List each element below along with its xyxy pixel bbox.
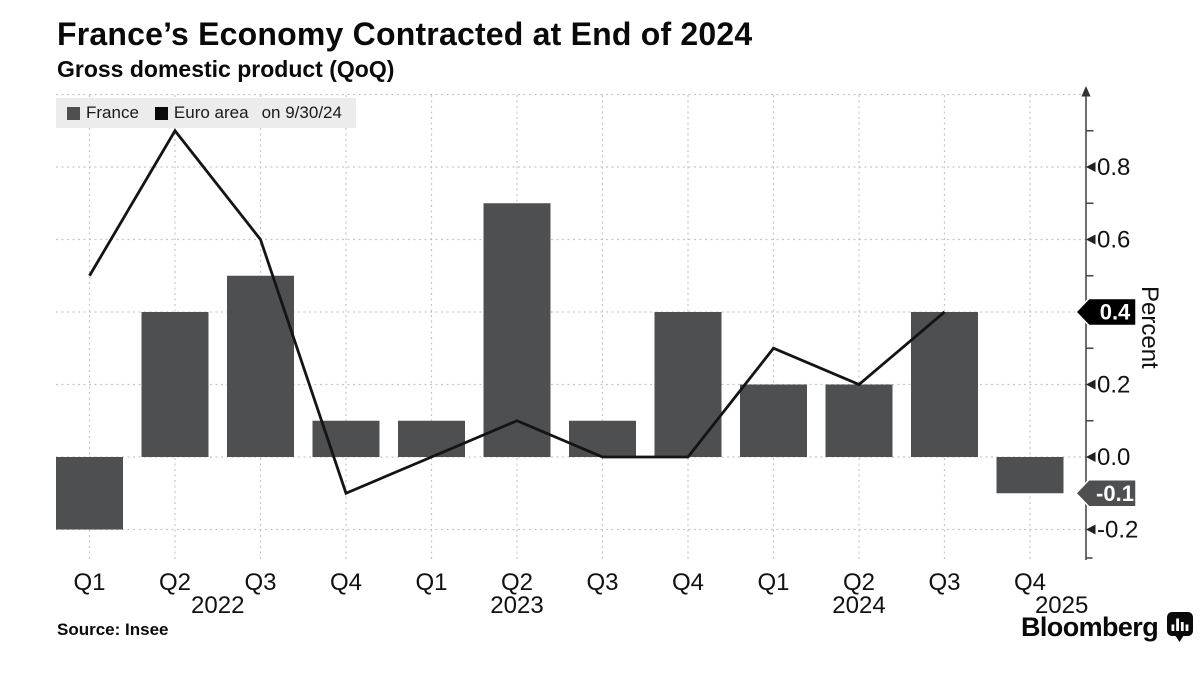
- source-attribution: Source: Insee: [57, 620, 169, 639]
- bloomberg-wordmark: Bloomberg: [1021, 611, 1159, 642]
- quarter-label: Q1: [415, 569, 447, 596]
- france-gdp-bar: [825, 384, 893, 457]
- legend-as-of-note: on 9/30/24: [261, 103, 342, 122]
- legend: France Euro area on 9/30/24: [56, 98, 356, 128]
- last-value-tag: [1074, 479, 1137, 508]
- y-axis-top-arrow: [1081, 86, 1091, 97]
- quarter-label: Q2: [159, 569, 191, 596]
- bloomberg-logo: Bloomberg: [1021, 611, 1195, 643]
- france-gdp-bar: [740, 384, 807, 457]
- y-axis-title: Percent: [1136, 286, 1163, 369]
- quarter-label: Q1: [757, 569, 789, 596]
- y-tick-label: 0.8: [1097, 154, 1130, 181]
- last-value-tag-label: 0.4: [1100, 300, 1131, 325]
- quarter-label: Q3: [244, 569, 276, 596]
- y-major-tick-arrow: [1086, 524, 1096, 535]
- france-legend-swatch: [67, 106, 80, 120]
- france-gdp-bar: [911, 312, 978, 457]
- y-tick-label: 0.6: [1097, 227, 1130, 254]
- france-gdp-bar: [398, 420, 465, 457]
- last-value-tag-label: -0.1: [1096, 481, 1134, 506]
- y-tick-label: -0.2: [1097, 517, 1138, 544]
- euro-area-legend-label: Euro area: [173, 103, 249, 122]
- france-gdp-bar: [141, 312, 209, 457]
- chart-title: France’s Economy Contracted at End of 20…: [57, 16, 753, 52]
- last-value-tag: [1074, 297, 1137, 327]
- france-legend-label: France: [86, 103, 139, 122]
- quarter-label: Q3: [928, 569, 960, 596]
- euro-area-line: [88, 128, 946, 496]
- france-gdp-bar: [483, 203, 551, 457]
- y-tick-label: 0.0: [1097, 444, 1130, 471]
- quarter-label: Q2: [501, 569, 533, 596]
- quarter-label: Q1: [73, 569, 105, 596]
- y-major-tick-arrow: [1086, 234, 1096, 245]
- year-label: 2024: [832, 592, 885, 619]
- france-gdp-bar: [654, 312, 722, 457]
- quarter-label: Q2: [843, 569, 875, 596]
- y-major-tick-arrow: [1086, 452, 1096, 462]
- chart-subtitle: Gross domestic product (QoQ): [57, 56, 395, 82]
- france-gdp-bar: [569, 420, 636, 457]
- france-gdp-bar: [996, 457, 1064, 494]
- quarter-label: Q4: [1014, 569, 1046, 596]
- year-label: 2025: [1035, 592, 1088, 619]
- y-major-tick-arrow: [1086, 162, 1096, 172]
- y-tick-label: 0.2: [1097, 372, 1130, 399]
- bloomberg-terminal-icon: [1167, 612, 1194, 642]
- y-major-tick-arrow: [1086, 379, 1096, 390]
- quarter-label: Q3: [586, 569, 618, 596]
- france-gdp-bar: [56, 457, 123, 530]
- quarter-label: Q4: [330, 569, 362, 596]
- year-label: 2022: [191, 592, 244, 619]
- quarter-label: Q4: [672, 569, 704, 596]
- france-gdp-bar: [227, 275, 294, 457]
- euro-area-legend-swatch: [154, 106, 168, 120]
- year-label: 2023: [490, 592, 543, 619]
